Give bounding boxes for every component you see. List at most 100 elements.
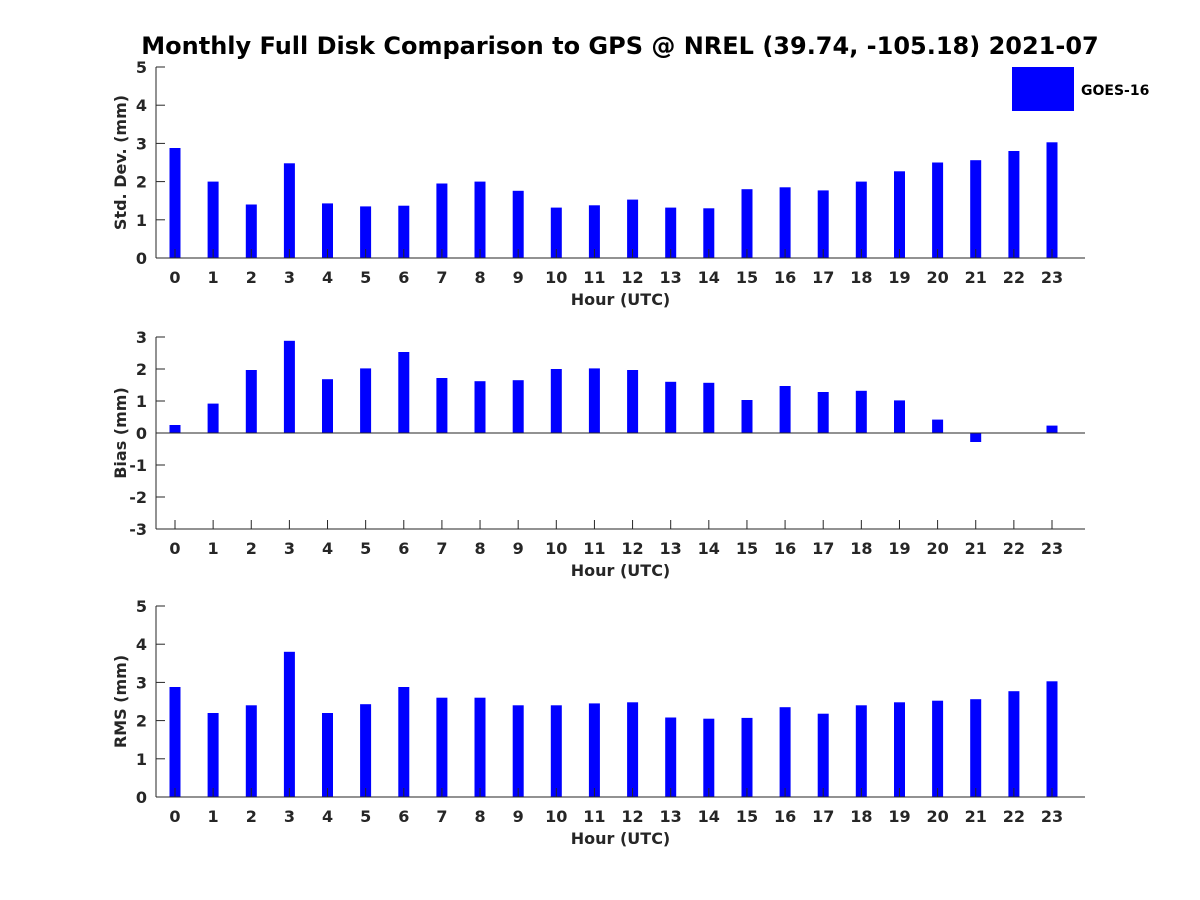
rms-bar-21: [970, 699, 982, 797]
std-dev-bar-3: [283, 163, 295, 258]
bias-x-tick-label: 14: [698, 539, 720, 558]
rms-x-tick-label: 10: [545, 807, 567, 826]
std-dev-x-tick-label: 22: [1003, 268, 1025, 287]
chart-title: Monthly Full Disk Comparison to GPS @ NR…: [141, 32, 1098, 60]
std-dev-y-tick-label: 4: [136, 96, 147, 115]
bias-x-tick-label: 5: [360, 539, 371, 558]
std-dev-x-tick-label: 2: [246, 268, 257, 287]
std-dev-x-tick-label: 12: [621, 268, 643, 287]
bias-x-tick-label: 18: [850, 539, 872, 558]
rms-x-tick-label: 5: [360, 807, 371, 826]
bias-x-tick-label: 2: [246, 539, 257, 558]
std-dev-bar-5: [360, 206, 372, 258]
bias-x-tick-label: 21: [965, 539, 987, 558]
rms-x-tick-label: 15: [736, 807, 758, 826]
bias-bar-13: [665, 381, 677, 433]
rms-x-tick-label: 0: [169, 807, 180, 826]
rms-y-axis-label: RMS (mm): [111, 655, 130, 748]
bias-x-tick-label: 0: [169, 539, 180, 558]
std-dev-bar-15: [741, 189, 753, 258]
rms-y-tick-label: 5: [136, 597, 147, 616]
bias-x-tick-label: 12: [621, 539, 643, 558]
bias-y-tick-label: -3: [129, 520, 147, 539]
std-dev-bar-1: [207, 181, 219, 258]
rms-bar-1: [207, 713, 219, 797]
bias-x-tick-label: 13: [660, 539, 682, 558]
legend: GOES-16: [1012, 67, 1149, 111]
bias-bar-5: [360, 368, 372, 433]
bias-y-axis-label: Bias (mm): [111, 387, 130, 479]
std-dev-x-tick-label: 11: [583, 268, 605, 287]
std-dev-x-tick-label: 20: [926, 268, 948, 287]
std-dev-x-tick-label: 19: [888, 268, 910, 287]
rms-x-tick-label: 4: [322, 807, 333, 826]
std-dev-x-tick-label: 15: [736, 268, 758, 287]
rms-bar-18: [855, 705, 867, 797]
std-dev-y-tick-label: 0: [136, 249, 147, 268]
std-dev-x-tick-label: 9: [513, 268, 524, 287]
rms-x-tick-label: 13: [660, 807, 682, 826]
bias-bar-20: [932, 419, 944, 433]
std-dev-bar-16: [779, 187, 791, 258]
std-dev-x-tick-label: 18: [850, 268, 872, 287]
rms-bar-11: [588, 703, 600, 797]
rms-x-tick-label: 18: [850, 807, 872, 826]
std-dev-x-tick-label: 23: [1041, 268, 1063, 287]
rms-bar-17: [817, 713, 829, 797]
rms-y-tick-label: 0: [136, 788, 147, 807]
legend-label: GOES-16: [1081, 83, 1149, 99]
rms-bar-0: [169, 687, 181, 797]
std-dev-bar-6: [398, 205, 410, 258]
bias-x-tick-label: 11: [583, 539, 605, 558]
std-dev-x-tick-label: 7: [436, 268, 447, 287]
bias-bar-15: [741, 400, 753, 433]
rms-bar-3: [283, 651, 295, 797]
rms-bar-6: [398, 687, 410, 797]
rms-x-tick-label: 6: [398, 807, 409, 826]
std-dev-x-tick-label: 4: [322, 268, 333, 287]
rms-bar-20: [932, 700, 944, 797]
bias-x-tick-label: 1: [208, 539, 219, 558]
std-dev-bar-7: [436, 183, 448, 258]
bias-bar-17: [817, 392, 829, 433]
bias-x-tick-label: 7: [436, 539, 447, 558]
rms-bar-2: [245, 705, 257, 797]
std-dev-bar-12: [627, 199, 639, 258]
std-dev-y-tick-label: 2: [136, 173, 147, 192]
rms-x-tick-label: 23: [1041, 807, 1063, 826]
rms-x-tick-label: 22: [1003, 807, 1025, 826]
rms-y-tick-label: 3: [136, 673, 147, 692]
rms-bar-13: [665, 717, 677, 797]
rms-x-tick-label: 17: [812, 807, 834, 826]
rms-x-tick-label: 16: [774, 807, 796, 826]
bias-x-tick-label: 16: [774, 539, 796, 558]
std-dev-bar-20: [932, 162, 944, 258]
rms-x-tick-label: 8: [474, 807, 485, 826]
std-dev-x-tick-label: 16: [774, 268, 796, 287]
rms-x-tick-label: 1: [208, 807, 219, 826]
std-dev-bar-17: [817, 190, 829, 258]
std-dev-x-tick-label: 13: [660, 268, 682, 287]
bias-x-tick-label: 10: [545, 539, 567, 558]
bias-y-tick-label: 3: [136, 328, 147, 347]
bias-x-tick-label: 4: [322, 539, 333, 558]
rms-x-tick-label: 3: [284, 807, 295, 826]
rms-bar-9: [512, 705, 524, 797]
bias-bar-19: [894, 400, 905, 433]
rms-x-tick-label: 9: [513, 807, 524, 826]
bias-bar-1: [207, 403, 219, 433]
bias-bar-7: [436, 378, 448, 433]
rms-bar-8: [474, 697, 486, 797]
bias-bar-11: [588, 368, 600, 433]
std-dev-bar-14: [703, 208, 715, 258]
std-dev-y-tick-label: 3: [136, 134, 147, 153]
bias-x-tick-label: 23: [1041, 539, 1063, 558]
std-dev-y-tick-label: 1: [136, 211, 147, 230]
rms-bar-19: [894, 702, 905, 797]
bias-bar-2: [245, 370, 257, 433]
rms-x-tick-label: 11: [583, 807, 605, 826]
rms-x-tick-label: 20: [926, 807, 948, 826]
rms-x-tick-label: 12: [621, 807, 643, 826]
rms-bar-12: [627, 702, 639, 797]
